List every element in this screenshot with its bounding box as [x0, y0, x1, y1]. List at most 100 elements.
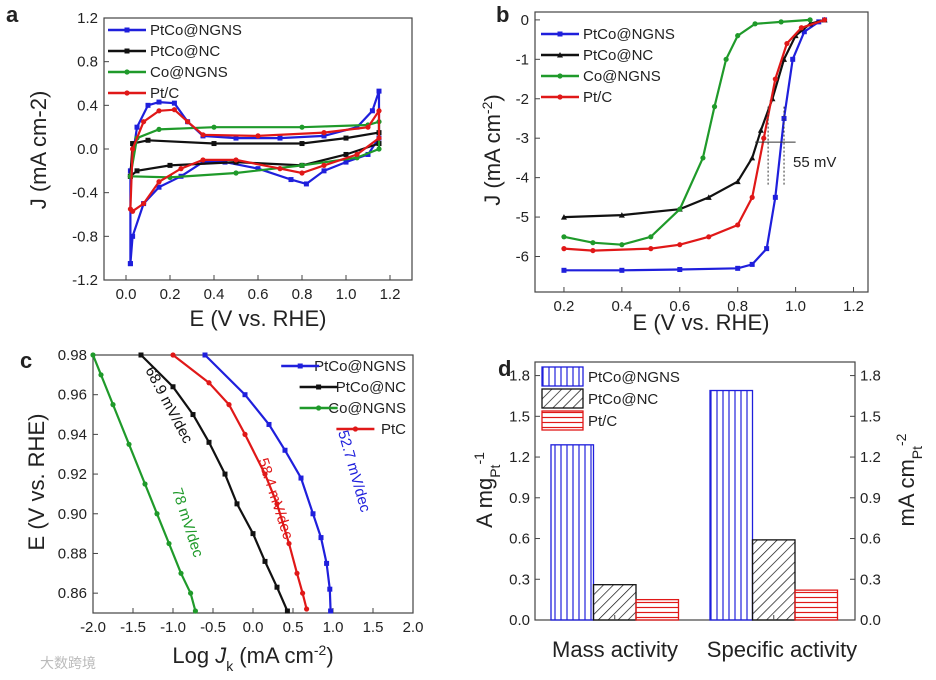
- label-part: -1: [471, 452, 487, 465]
- watermark: 大数跨境: [40, 655, 96, 671]
- data-point: [190, 412, 196, 418]
- data-point: [310, 511, 316, 517]
- data-point: [376, 108, 382, 114]
- x-tick-label: -1.0: [160, 619, 186, 636]
- y-tick-label: 0.4: [77, 97, 98, 114]
- data-point: [288, 177, 294, 183]
- data-point: [735, 33, 741, 39]
- x-tick-label: -0.5: [200, 619, 226, 636]
- y-axis-label: E (V vs. RHE): [24, 414, 49, 551]
- label-part: (mA cm: [233, 643, 314, 668]
- x-tick-label: 1.0: [785, 298, 806, 315]
- x-tick-label: -2.0: [80, 619, 106, 636]
- legend-swatch: [541, 410, 584, 431]
- data-point: [294, 570, 300, 576]
- data-point: [321, 162, 327, 168]
- bar-ptco-nc: [592, 584, 637, 621]
- legend-label: Pt/C: [588, 413, 617, 430]
- data-point: [560, 214, 567, 220]
- legend-label: Pt/C: [583, 89, 612, 106]
- data-point: [303, 181, 309, 187]
- x-tick-label: 1.0: [336, 286, 357, 303]
- data-point: [192, 608, 198, 614]
- data-point: [255, 166, 261, 172]
- y-tick-label: -0.8: [72, 228, 98, 245]
- data-point: [234, 501, 240, 507]
- data-point: [255, 133, 261, 139]
- data-point: [324, 560, 330, 566]
- data-point: [145, 137, 151, 143]
- data-point: [274, 501, 280, 507]
- chart-panel-d: 0.0 0.0 0.3 0.3 0.6 0.6 0.9 0.9 1.2 1.2 1.5 1.5 1.8 1…: [471, 361, 925, 662]
- data-point: [354, 151, 360, 158]
- data-point: [130, 208, 136, 214]
- data-point: [316, 405, 322, 411]
- x-axis-label: E (V vs. RHE): [190, 306, 327, 331]
- series-line: [563, 18, 811, 246]
- label-part: ): [326, 643, 333, 668]
- data-point: [778, 19, 784, 25]
- data-point: [705, 194, 712, 200]
- data-point: [134, 124, 140, 130]
- slope-label: 58.4 mV/dec: [254, 456, 296, 542]
- label-part: A mg: [472, 478, 497, 528]
- legend-label: PtCo@NC: [583, 47, 653, 64]
- y-tick-label: 0.0: [77, 141, 98, 158]
- data-point: [757, 127, 764, 133]
- data-point: [781, 115, 787, 121]
- data-point: [226, 402, 232, 408]
- label-part: Pt: [487, 464, 503, 477]
- data-point: [171, 107, 177, 113]
- x-tick-label: -1.5: [120, 619, 146, 636]
- data-point: [352, 426, 358, 432]
- data-point: [211, 141, 217, 147]
- label-part: -2: [314, 642, 327, 658]
- y-tick-label-right: 0.3: [860, 571, 881, 588]
- data-point: [784, 40, 790, 47]
- data-point: [735, 222, 741, 228]
- y-tick-label-left: 1.5: [509, 408, 530, 425]
- y-tick-label: -6: [516, 249, 529, 266]
- series-ptco-nc: [138, 352, 290, 614]
- data-point: [142, 481, 148, 487]
- x-tick-label: 0.4: [611, 298, 632, 315]
- series-ptco-ngns: [202, 352, 334, 614]
- bar-ptco-ngns: [709, 389, 754, 621]
- data-point: [233, 135, 239, 141]
- x-tick-label: 0.8: [727, 298, 748, 315]
- data-point: [772, 194, 778, 200]
- data-point: [202, 352, 208, 358]
- x-category-label: Mass activity: [552, 637, 678, 662]
- data-point: [561, 267, 567, 273]
- data-point: [134, 168, 140, 174]
- series-co-ngns: [561, 17, 813, 248]
- x-tick-label: 0.4: [204, 286, 225, 303]
- data-point: [706, 234, 712, 240]
- data-point: [126, 441, 132, 447]
- data-point: [299, 170, 305, 176]
- data-point: [138, 352, 144, 358]
- data-point: [316, 384, 322, 390]
- bar-ptco-ngns: [550, 444, 595, 621]
- data-point: [206, 439, 212, 445]
- data-point: [298, 475, 304, 481]
- data-point: [206, 380, 212, 386]
- data-point: [723, 56, 729, 62]
- data-point: [110, 402, 116, 408]
- x-tick-label: 1.0: [323, 619, 344, 636]
- data-point: [171, 100, 177, 106]
- series-line: [91, 354, 197, 612]
- data-point: [321, 130, 327, 136]
- data-point: [798, 25, 805, 31]
- data-point: [282, 447, 288, 453]
- panel-label-d: d: [498, 356, 511, 381]
- legend: PtCo@NGNS PtCo@NC Co@NGNS Pt/C: [541, 26, 675, 106]
- y-tick-label: -5: [516, 209, 529, 226]
- data-point: [764, 246, 770, 252]
- slope-label: 68.9 mV/dec: [141, 364, 196, 447]
- data-point: [242, 431, 248, 437]
- y-tick-label: 0.90: [58, 506, 87, 523]
- data-point: [369, 108, 375, 114]
- data-point: [156, 108, 162, 114]
- series-pt-c: [561, 17, 828, 254]
